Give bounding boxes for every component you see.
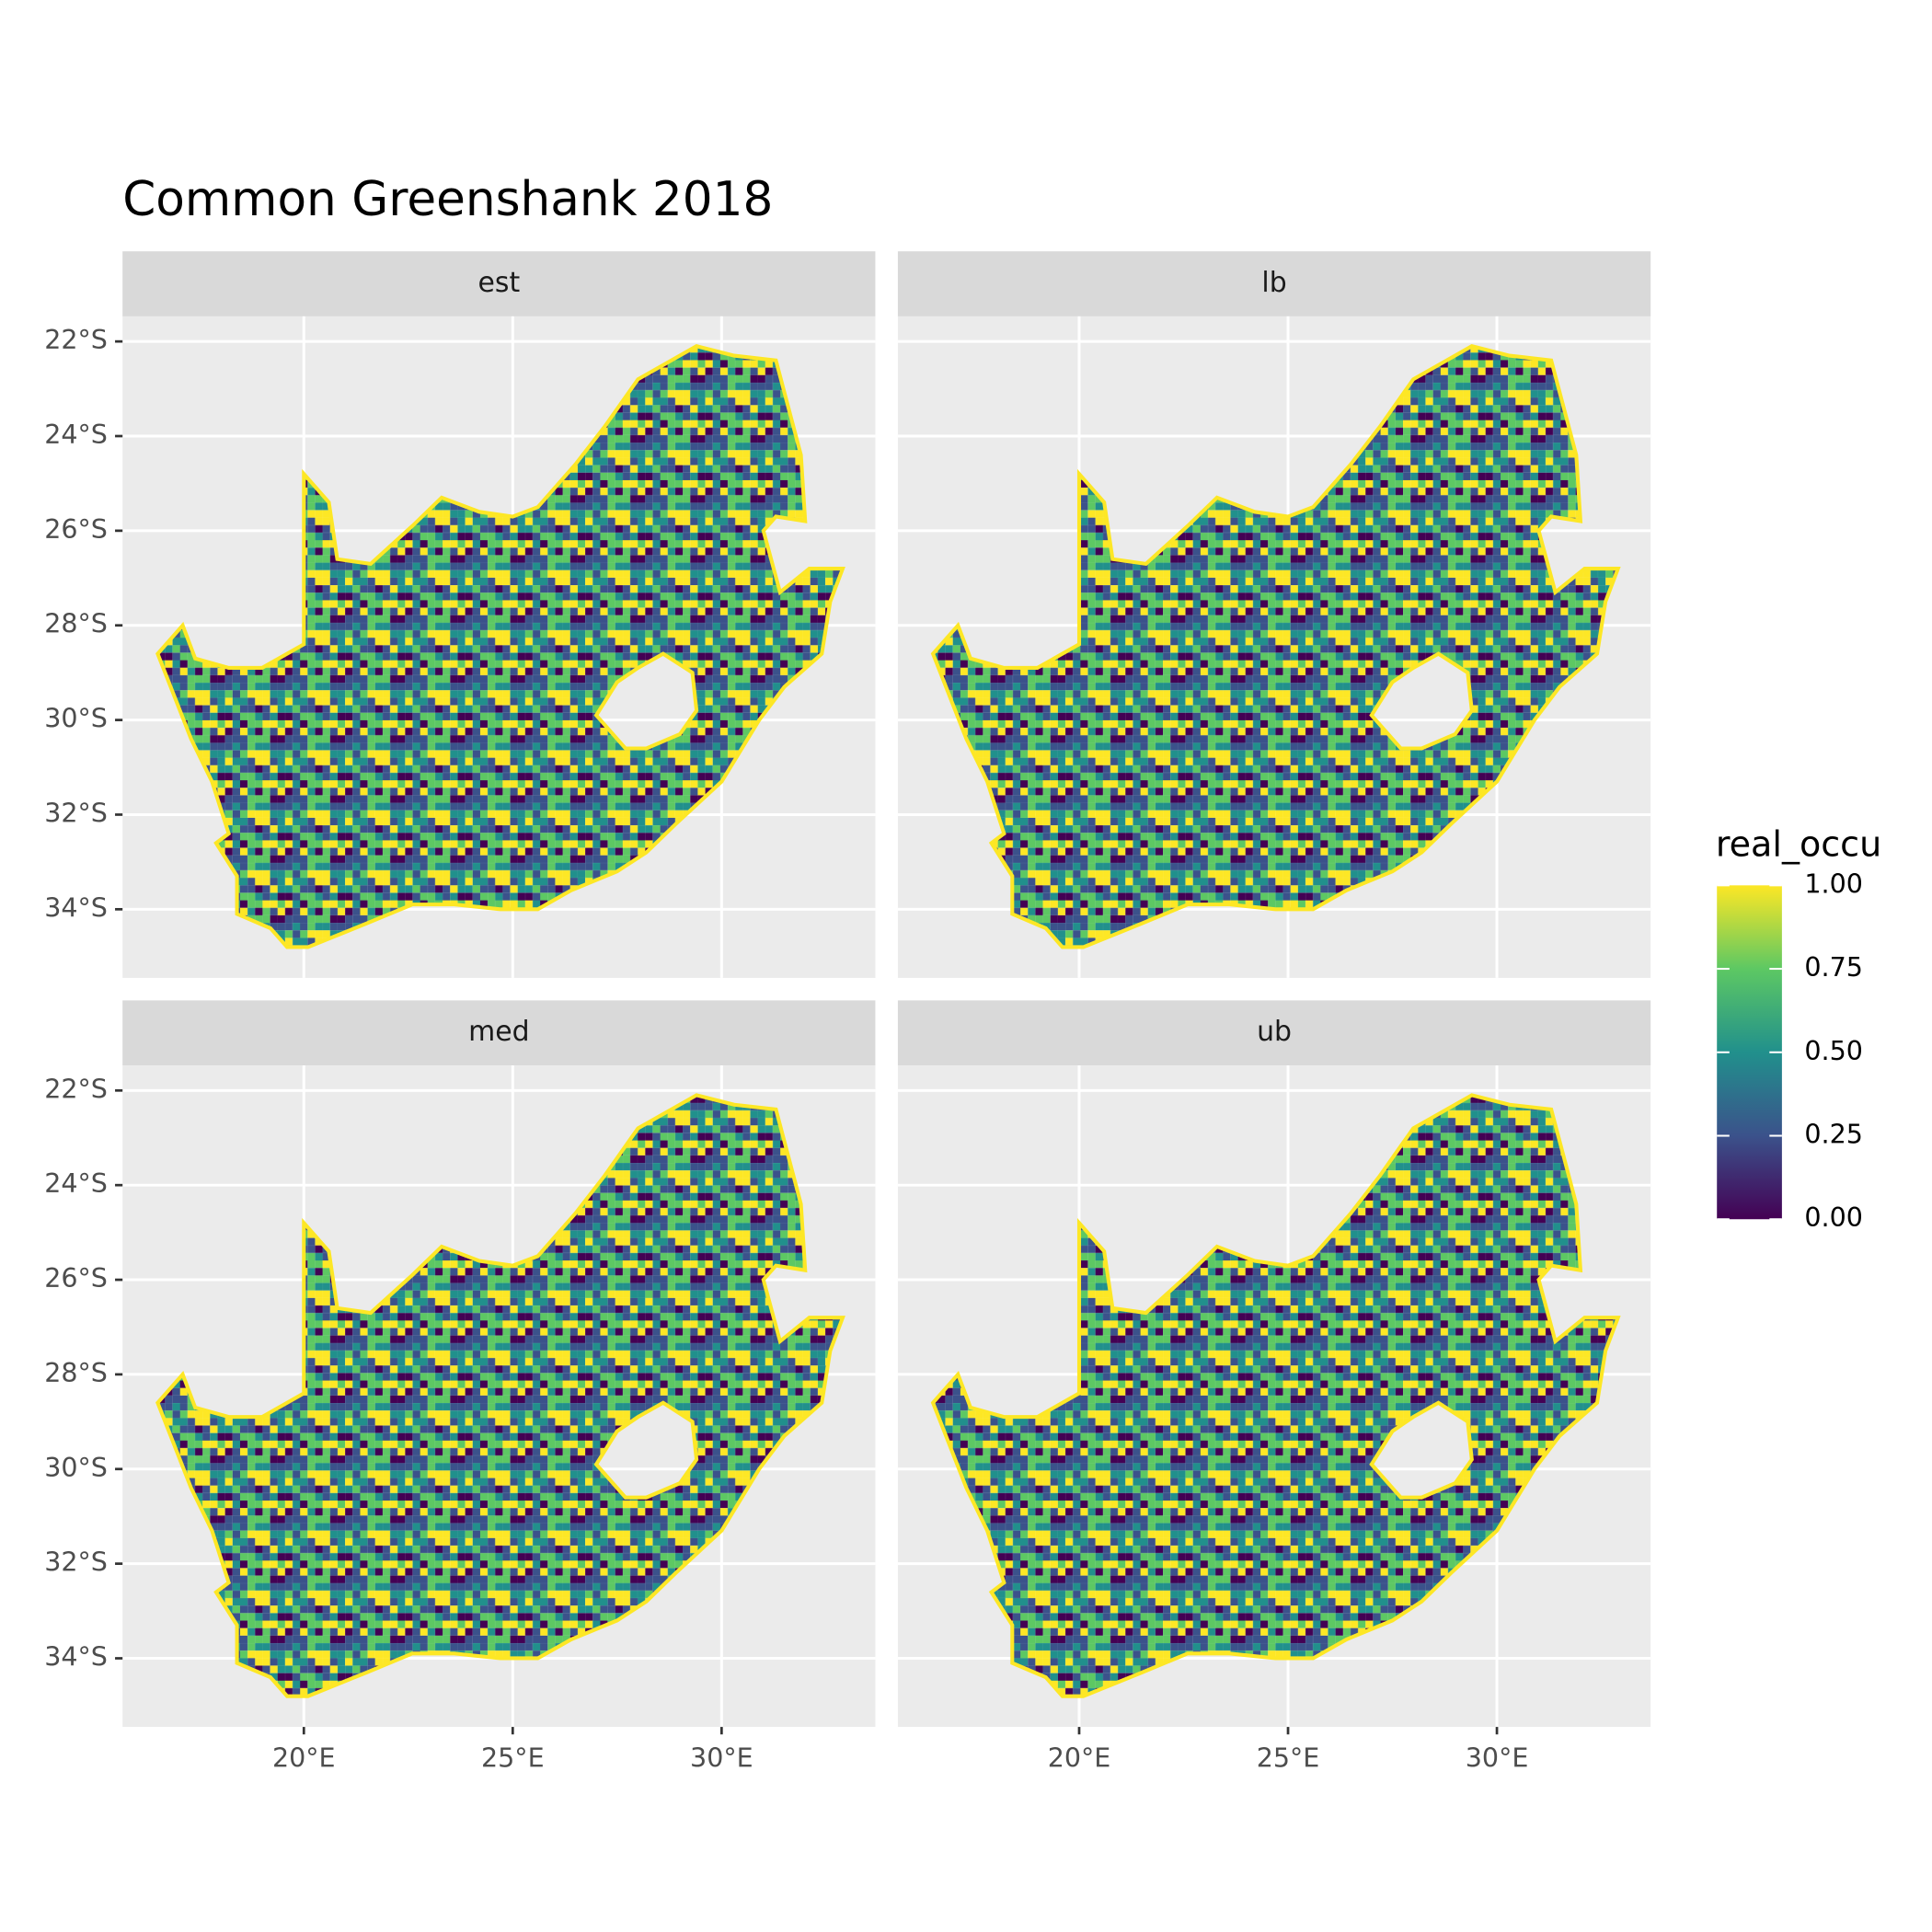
strip (897, 1000, 1651, 1066)
y-tick-label: 32°S (44, 798, 108, 828)
y-tick-label: 34°S (44, 892, 108, 923)
y-tick-label: 24°S (44, 420, 108, 450)
y-tick-label: 26°S (44, 514, 108, 545)
y-tick-label: 30°S (44, 1453, 108, 1483)
country-raster (930, 344, 1621, 949)
chart-title: Common Greenshank 2018 (122, 172, 773, 227)
y-tick-label: 28°S (44, 1358, 108, 1388)
x-tick-label: 25°E (1257, 1742, 1320, 1773)
x-tick-label: 30°E (690, 1742, 753, 1773)
strip-label: est (477, 267, 520, 299)
y-tick-label: 30°S (44, 704, 108, 734)
strip-label: ub (1257, 1016, 1292, 1048)
strip (122, 251, 876, 316)
legend-tick-label: 0.00 (1804, 1202, 1863, 1233)
legend-tick-label: 1.00 (1804, 868, 1863, 899)
strip-label: lb (1261, 267, 1286, 299)
x-tick-label: 30°E (1466, 1742, 1529, 1773)
legend-tick-label: 0.75 (1804, 952, 1863, 983)
strip (122, 1000, 876, 1066)
country-raster (155, 1093, 845, 1698)
country-raster (930, 1093, 1621, 1698)
y-tick-label: 22°S (44, 1074, 108, 1104)
y-tick-label: 32°S (44, 1547, 108, 1578)
x-tick-label: 20°E (272, 1742, 336, 1773)
legend-title: real_occu (1716, 824, 1881, 865)
y-tick-label: 28°S (44, 609, 108, 639)
strip-label: med (468, 1016, 529, 1048)
y-tick-label: 26°S (44, 1263, 108, 1294)
legend-tick-label: 0.50 (1804, 1036, 1863, 1066)
country-raster (155, 344, 845, 949)
y-tick-label: 24°S (44, 1168, 108, 1199)
y-tick-label: 34°S (44, 1642, 108, 1673)
strip (897, 251, 1651, 316)
x-tick-label: 25°E (481, 1742, 545, 1773)
legend-tick-label: 0.25 (1804, 1120, 1863, 1150)
x-tick-label: 20°E (1048, 1742, 1111, 1773)
y-tick-label: 22°S (44, 325, 108, 355)
